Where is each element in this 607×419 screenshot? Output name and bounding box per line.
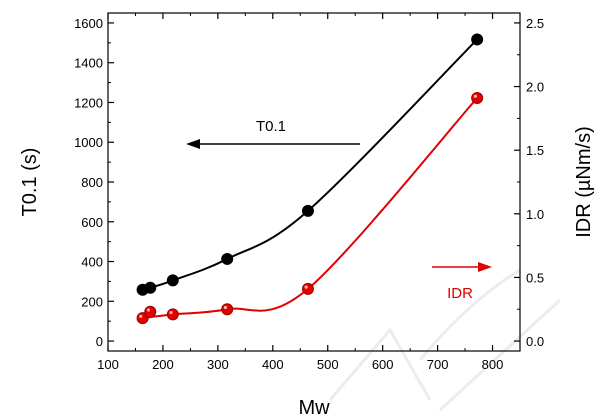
y-right-tick-label: 0.5 [526,270,544,285]
data-point-highlight [223,305,228,310]
x-axis-title: Mw [298,397,330,419]
y-right-tick-label: 2.5 [526,16,544,31]
x-tick-label: 500 [317,357,339,372]
y-left-tick-label: 200 [81,294,103,309]
x-tick-label: 200 [152,357,174,372]
data-point-highlight [169,310,173,315]
annotation-arrowhead-idr [478,262,492,272]
y-left-axis-title: T0.1 (s) [19,148,41,217]
data-point-t0-1 [166,274,179,287]
x-tick-label: 800 [482,357,504,372]
x-tick-label: 400 [262,357,284,372]
watermark-stroke [328,327,432,401]
data-point-idr [144,305,157,318]
data-point-t0-1 [471,33,484,46]
x-tick-label: 300 [207,357,229,372]
data-points [136,33,484,325]
data-point-highlight [473,94,477,98]
x-tick-label: 700 [427,357,449,372]
y-left-tick-label: 800 [81,175,103,190]
axes [107,12,521,352]
data-point-t0-1 [144,281,157,294]
data-point-highlight [139,314,143,318]
y-right-tick-label: 0.0 [526,334,544,349]
y-right-tick-label: 2.0 [526,80,544,95]
fit-curves [142,38,478,320]
y-left-tick-label: 1600 [74,16,103,31]
y-left-tick-label: 1400 [74,56,103,71]
y-left-tick-label: 400 [81,255,103,270]
annotations: T0.1 IDR [186,118,492,302]
axis-labels: 100 200 300 400 500 600 700 800 0 200 400 600 800 100… [19,16,595,419]
watermark-stroke [418,268,562,412]
fit-curve-t0-1 [142,38,478,291]
data-point-t0-1 [301,204,314,217]
x-tick-label: 100 [97,357,119,372]
data-point-highlight [304,285,308,289]
y-right-tick-label: 1.0 [526,207,544,222]
y-left-tick-label: 1000 [74,135,103,150]
y-right-axis-title: IDR (µNm/s) [573,126,595,238]
data-point-idr [301,282,314,295]
data-point-idr [471,92,484,105]
x-tick-label: 600 [372,357,394,372]
data-point-idr [166,308,179,321]
y-right-tick-label: 1.5 [526,143,544,158]
data-point-idr [221,303,234,316]
data-point-t0-1 [221,252,234,265]
annotation-label-t01: T0.1 [256,118,286,135]
annotation-label-idr: IDR [447,285,473,302]
y-left-tick-label: 0 [96,334,103,349]
annotation-arrowhead-t01 [186,139,200,149]
y-left-tick-label: 1200 [74,95,103,110]
watermark [328,268,562,412]
y-left-tick-label: 600 [81,215,103,230]
data-point-highlight [146,308,151,312]
